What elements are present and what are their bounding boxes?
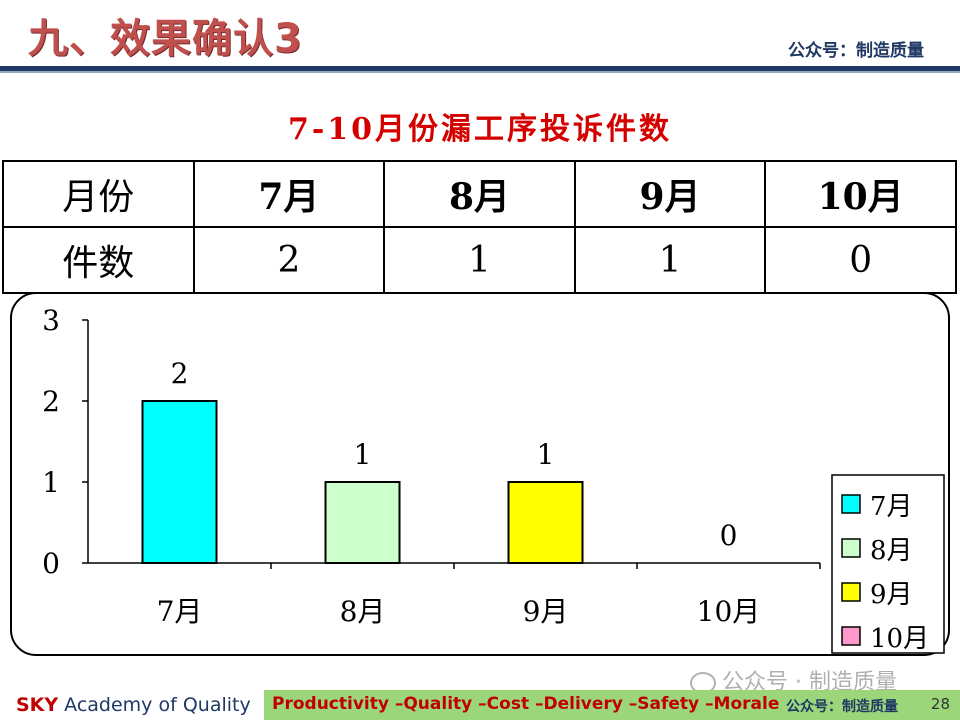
bar bbox=[507, 481, 584, 564]
footer-brand: SKY Academy of Quality bbox=[16, 694, 251, 716]
footer-account: 公众号：制造质量 bbox=[786, 699, 898, 715]
x-tick-label: 8月 bbox=[340, 595, 386, 628]
legend-label: 9月 bbox=[870, 580, 913, 610]
footer-brand-name: Academy of Quality bbox=[64, 694, 251, 716]
x-tick-label: 10月 bbox=[697, 595, 761, 628]
table-header-cell: 10月 bbox=[764, 160, 957, 228]
data-table: 月份 7月 8月 9月 10月 件数 2 1 1 0 bbox=[2, 160, 957, 294]
legend-swatch bbox=[841, 582, 861, 602]
data-label: 2 bbox=[171, 357, 189, 390]
table-header-row: 月份 7月 8月 9月 10月 bbox=[2, 160, 957, 228]
data-label: 0 bbox=[720, 519, 738, 552]
footer-brand-logo: SKY bbox=[16, 694, 59, 716]
header-divider-light bbox=[0, 71, 960, 73]
section-title: 7-10月份漏工序投诉件数 bbox=[287, 112, 673, 147]
y-tick-label: 1 bbox=[42, 466, 60, 499]
table-header-cell: 月份 bbox=[2, 160, 195, 228]
x-tick-label: 7月 bbox=[157, 595, 203, 628]
footer-tagline: Productivity –Quality –Cost –Delivery –S… bbox=[272, 694, 780, 714]
bar bbox=[324, 481, 401, 564]
x-tick-label: 9月 bbox=[523, 595, 569, 628]
y-tick-label: 3 bbox=[42, 304, 60, 337]
header-account: 公众号：制造质量 bbox=[788, 41, 924, 61]
table-header-cell: 8月 bbox=[383, 160, 576, 228]
page-number: 28 bbox=[930, 695, 950, 713]
legend-label: 8月 bbox=[870, 536, 913, 566]
footer: SKY Academy of Quality Productivity –Qual… bbox=[0, 690, 960, 720]
legend-swatch bbox=[841, 494, 861, 514]
y-tick-label: 0 bbox=[42, 547, 60, 580]
table-cell: 1 bbox=[573, 226, 767, 294]
table-header-cell: 9月 bbox=[573, 160, 767, 228]
footer-tagline-bar: Productivity –Quality –Cost –Delivery –S… bbox=[264, 690, 960, 720]
bar bbox=[141, 400, 218, 564]
data-label: 1 bbox=[354, 438, 372, 471]
legend-swatch bbox=[841, 538, 861, 558]
data-label: 1 bbox=[537, 438, 555, 471]
legend-label: 7月 bbox=[870, 492, 913, 522]
legend-swatch bbox=[841, 626, 861, 646]
table-row: 件数 2 1 1 0 bbox=[2, 226, 957, 294]
legend-label: 10月 bbox=[870, 624, 929, 654]
table-cell: 2 bbox=[192, 226, 386, 294]
page-title: 九、效果确认3 bbox=[28, 16, 303, 62]
header-divider bbox=[0, 66, 960, 71]
table-header-cell: 7月 bbox=[192, 160, 386, 228]
y-tick-label: 2 bbox=[42, 385, 60, 418]
